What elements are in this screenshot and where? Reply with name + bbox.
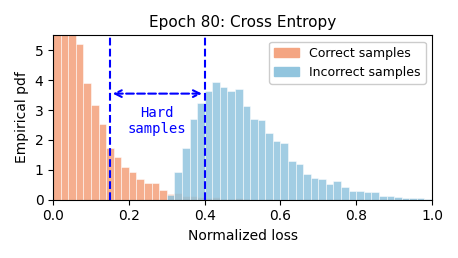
Bar	[106, 148, 114, 200]
Bar	[356, 199, 364, 200]
Bar	[303, 174, 311, 200]
Bar	[228, 91, 235, 200]
Bar	[212, 82, 220, 200]
Bar	[174, 193, 182, 200]
Bar	[235, 198, 243, 200]
Bar	[190, 196, 197, 200]
Bar	[190, 119, 197, 200]
Bar	[182, 196, 190, 200]
Bar	[265, 133, 273, 200]
Bar	[387, 196, 394, 200]
Bar	[364, 192, 371, 200]
Bar	[212, 197, 220, 200]
Bar	[152, 183, 159, 200]
Bar	[220, 199, 228, 200]
Bar	[182, 148, 190, 200]
Bar	[402, 198, 409, 200]
Bar	[425, 199, 432, 200]
Bar	[144, 183, 152, 200]
Bar	[235, 89, 243, 200]
Bar	[349, 191, 356, 200]
Y-axis label: Empirical pdf: Empirical pdf	[15, 71, 29, 164]
Bar	[129, 172, 136, 200]
Bar	[228, 199, 235, 200]
Bar	[205, 198, 212, 200]
Bar	[265, 199, 273, 200]
Text: Hard
samples: Hard samples	[128, 106, 187, 136]
Bar	[356, 191, 364, 200]
Bar	[250, 118, 258, 200]
Bar	[333, 181, 341, 200]
Bar	[159, 190, 167, 200]
Title: Epoch 80: Cross Entropy: Epoch 80: Cross Entropy	[149, 15, 336, 30]
Bar	[68, 0, 76, 200]
Bar	[220, 87, 228, 200]
Bar	[273, 141, 280, 200]
Bar	[409, 198, 417, 200]
Bar	[288, 161, 295, 200]
Bar	[83, 83, 91, 200]
Bar	[61, 0, 68, 200]
Bar	[311, 178, 318, 200]
Bar	[114, 157, 121, 200]
Bar	[53, 0, 61, 200]
Bar	[341, 187, 349, 200]
Bar	[379, 197, 387, 200]
Bar	[197, 103, 205, 200]
Bar	[394, 197, 402, 200]
Bar	[417, 198, 425, 200]
Bar	[167, 194, 174, 200]
Bar	[98, 124, 106, 200]
Bar	[258, 120, 265, 200]
Bar	[243, 199, 250, 200]
Bar	[326, 184, 333, 200]
Bar	[243, 106, 250, 200]
Legend: Correct samples, Incorrect samples: Correct samples, Incorrect samples	[269, 42, 426, 84]
Bar	[76, 44, 83, 200]
Bar	[121, 167, 129, 200]
Bar	[174, 172, 182, 200]
Bar	[167, 195, 174, 200]
Bar	[136, 179, 144, 200]
Bar	[205, 91, 212, 200]
Bar	[371, 192, 379, 200]
Bar	[91, 105, 98, 200]
Bar	[295, 164, 303, 200]
Bar	[197, 197, 205, 200]
Bar	[280, 143, 288, 200]
X-axis label: Normalized loss: Normalized loss	[188, 229, 298, 243]
Bar	[318, 180, 326, 200]
